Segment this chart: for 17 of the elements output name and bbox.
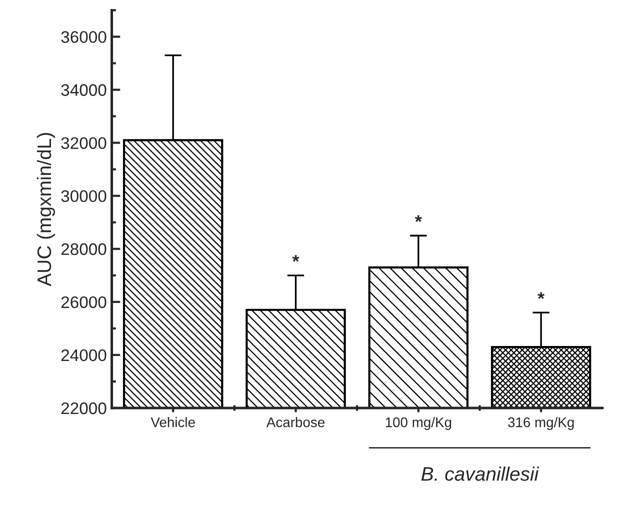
y-tick-label: 24000 — [61, 349, 106, 362]
y-tick-label: 36000 — [61, 31, 106, 43]
x-tick-label: 316 mg/Kg — [508, 417, 574, 430]
annotation: * — [414, 215, 422, 222]
x-tick-label: Vehicle — [150, 417, 195, 428]
y-tick-label: 30000 — [61, 190, 106, 202]
y-tick-label: 22000 — [61, 402, 106, 414]
y-tick-label: 28000 — [61, 243, 106, 256]
annotation: * — [538, 292, 545, 299]
text: B. cavanillesii — [421, 466, 540, 481]
x-tick-label: 100 mg/Kg — [386, 417, 452, 430]
annotation: * — [292, 255, 300, 262]
y-axis-title: AUC (mgxmin/dL) — [36, 133, 56, 286]
y-tick-label: 26000 — [61, 296, 106, 308]
y-tick-label: 32000 — [61, 137, 106, 150]
y-tick-label: 34000 — [61, 84, 106, 96]
x-tick-label: Acarbose — [266, 417, 324, 428]
